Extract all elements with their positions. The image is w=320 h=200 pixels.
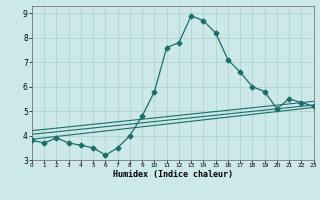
X-axis label: Humidex (Indice chaleur): Humidex (Indice chaleur)	[113, 170, 233, 179]
